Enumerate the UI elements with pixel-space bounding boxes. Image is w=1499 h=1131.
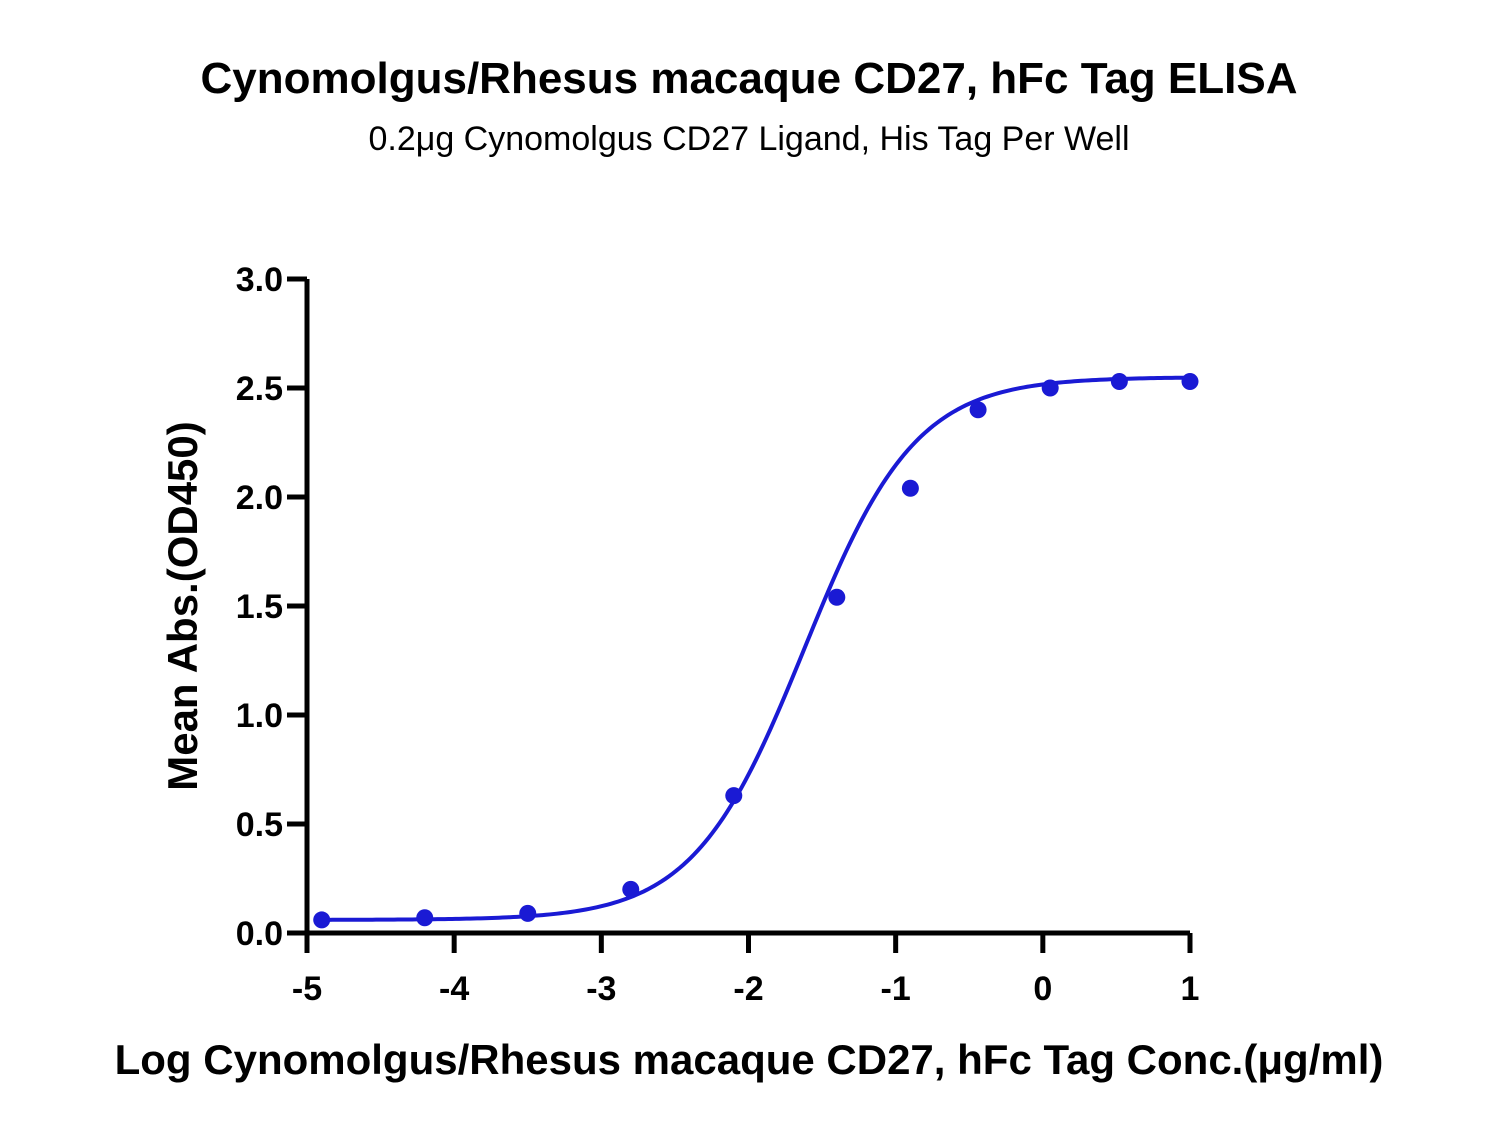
x-tick-label: -5 [292, 970, 322, 1008]
x-tick-label: -2 [733, 970, 763, 1008]
y-axis-ticks: 0.0 0.5 1.0 1.5 2.0 2.5 3.0 [236, 261, 307, 953]
x-tick-label: -3 [586, 970, 616, 1008]
y-tick-label: 0.5 [236, 806, 283, 844]
y-tick-label: 0.0 [236, 915, 283, 953]
data-point [416, 909, 434, 927]
data-point [1110, 372, 1128, 390]
chart-title: Cynomolgus/Rhesus macaque CD27, hFc Tag … [201, 54, 1298, 103]
data-point [725, 787, 743, 805]
data-point [1181, 372, 1199, 390]
x-tick-label: 0 [1033, 970, 1052, 1008]
data-point [901, 479, 919, 497]
data-point [313, 911, 331, 929]
data-point [519, 904, 537, 922]
x-axis-title: Log Cynomolgus/Rhesus macaque CD27, hFc … [115, 1036, 1384, 1083]
data-point [1041, 379, 1059, 397]
data-points [313, 372, 1199, 929]
y-tick-label: 3.0 [236, 261, 283, 299]
data-point [969, 401, 987, 419]
fit-curve [321, 375, 1191, 922]
x-tick-label: -4 [439, 970, 469, 1008]
chart-subtitle: 0.2μg Cynomolgus CD27 Ligand, His Tag Pe… [368, 120, 1129, 158]
data-point [622, 880, 640, 898]
x-axis-ticks: -5 -4 -3 -2 -1 0 1 [292, 933, 1200, 1008]
x-tick-label: -1 [881, 970, 911, 1008]
y-tick-label: 1.0 [236, 697, 283, 735]
data-point [828, 588, 846, 606]
y-tick-label: 2.5 [236, 370, 283, 408]
y-tick-label: 1.5 [236, 588, 283, 626]
y-tick-label: 2.0 [236, 479, 283, 517]
x-tick-label: 1 [1181, 970, 1200, 1008]
y-axis-title: Mean Abs.(OD450) [159, 421, 206, 791]
